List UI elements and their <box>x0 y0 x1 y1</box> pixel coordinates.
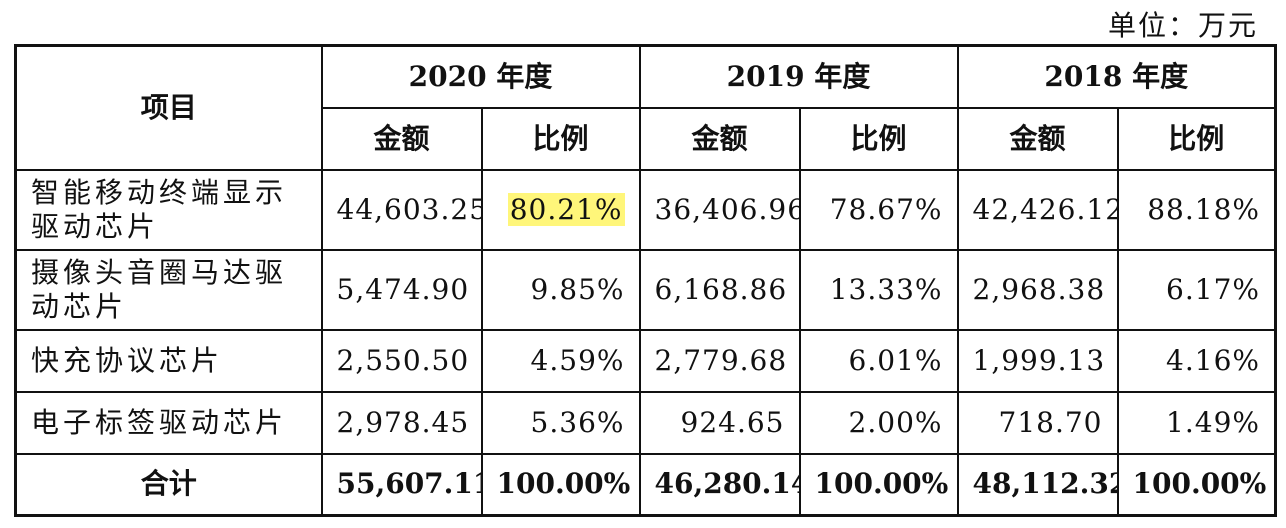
total-row: 合计 55,607.11 100.00% 46,280.14 100.00% 4… <box>14 452 1277 517</box>
header-year-2020: 2020 年度 <box>320 44 641 109</box>
header-item: 项目 <box>14 44 323 171</box>
cell-amount-2020: 2,978.45 <box>320 390 483 455</box>
total-ratio-2020: 100.00% <box>480 452 641 517</box>
cell-ratio-2018: 88.18% <box>1116 168 1277 251</box>
cell-amount-2018: 1,999.13 <box>956 328 1119 393</box>
header-ratio-2020: 比例 <box>480 106 641 171</box>
table-row: 智能移动终端显示驱动芯片 44,603.25 80.21% 36,406.96 … <box>14 168 1277 251</box>
table-row: 摄像头音圈马达驱动芯片 5,474.90 9.85% 6,168.86 13.3… <box>14 248 1277 331</box>
row-item-label: 快充协议芯片 <box>14 328 323 393</box>
cell-ratio-2018: 4.16% <box>1116 328 1277 393</box>
cell-amount-2019: 36,406.96 <box>638 168 801 251</box>
cell-ratio-2019: 13.33% <box>798 248 959 331</box>
cell-ratio-2018: 6.17% <box>1116 248 1277 331</box>
row-item-label: 智能移动终端显示驱动芯片 <box>14 168 323 251</box>
cell-amount-2020: 2,550.50 <box>320 328 483 393</box>
table-row: 快充协议芯片 2,550.50 4.59% 2,779.68 6.01% 1,9… <box>14 328 1277 393</box>
highlighted-value: 80.21% <box>507 192 625 226</box>
header-year-2018: 2018 年度 <box>956 44 1277 109</box>
header-ratio-2019: 比例 <box>798 106 959 171</box>
total-ratio-2018: 100.00% <box>1116 452 1277 517</box>
total-amount-2018: 48,112.32 <box>956 452 1119 517</box>
cell-ratio-2019: 2.00% <box>798 390 959 455</box>
total-label: 合计 <box>14 452 323 517</box>
unit-label: 单位：万元 <box>1107 9 1258 42</box>
cell-amount-2020: 44,603.25 <box>320 168 483 251</box>
cell-amount-2019: 2,779.68 <box>638 328 801 393</box>
header-amount-2018: 金额 <box>956 106 1119 171</box>
row-item-label: 摄像头音圈马达驱动芯片 <box>14 248 323 331</box>
header-amount-2020: 金额 <box>320 106 483 171</box>
total-amount-2020: 55,607.11 <box>320 452 483 517</box>
cell-amount-2018: 42,426.12 <box>956 168 1119 251</box>
header-ratio-2018: 比例 <box>1116 106 1277 171</box>
cell-ratio-2019: 78.67% <box>798 168 959 251</box>
cell-ratio-2020: 5.36% <box>480 390 641 455</box>
total-ratio-2019: 100.00% <box>798 452 959 517</box>
cell-amount-2019: 924.65 <box>638 390 801 455</box>
header-row-sub: 金额 比例 金额 比例 金额 比例 <box>16 106 1277 171</box>
total-amount-2019: 46,280.14 <box>638 452 801 517</box>
header-amount-2019: 金额 <box>638 106 801 171</box>
cell-ratio-2019: 6.01% <box>798 328 959 393</box>
cell-amount-2019: 6,168.86 <box>638 248 801 331</box>
cell-amount-2018: 718.70 <box>956 390 1119 455</box>
cell-ratio-2020: 80.21% <box>480 168 641 251</box>
cell-amount-2018: 2,968.38 <box>956 248 1119 331</box>
table-row: 电子标签驱动芯片 2,978.45 5.36% 924.65 2.00% 718… <box>14 390 1277 455</box>
revenue-table: 项目 2020 年度 2019 年度 2018 年度 金额 比例 金额 比例 金… <box>14 44 1277 517</box>
row-item-label: 电子标签驱动芯片 <box>14 390 323 455</box>
cell-ratio-2018: 1.49% <box>1116 390 1277 455</box>
header-row-years: 项目 2020 年度 2019 年度 2018 年度 <box>14 44 1277 171</box>
cell-amount-2020: 5,474.90 <box>320 248 483 331</box>
cell-ratio-2020: 4.59% <box>480 328 641 393</box>
header-year-2019: 2019 年度 <box>638 44 959 109</box>
cell-ratio-2020: 9.85% <box>480 248 641 331</box>
